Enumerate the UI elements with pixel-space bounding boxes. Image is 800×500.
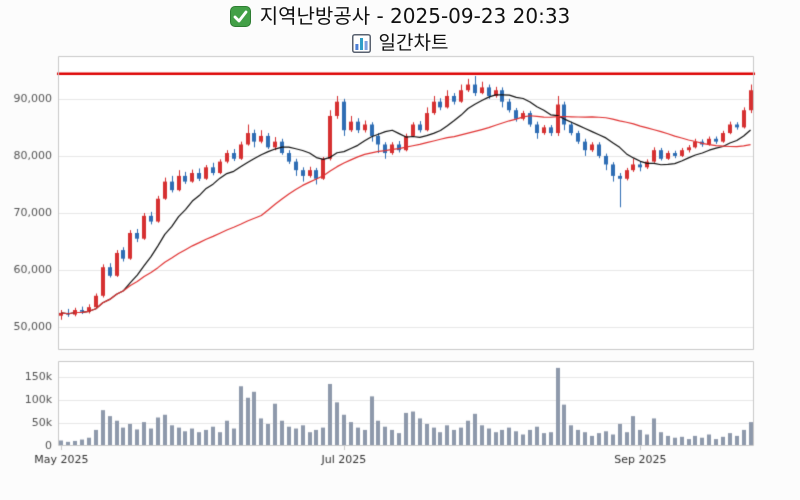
bar-chart-icon <box>351 33 371 53</box>
title-line: 지역난방공사 - 2025-09-23 20:33 <box>0 2 800 30</box>
price-volume-chart-canvas <box>0 54 800 494</box>
page-title: 지역난방공사 - 2025-09-23 20:33 <box>259 4 571 28</box>
subtitle-line: 일간차트 <box>0 30 800 56</box>
chart-header: 지역난방공사 - 2025-09-23 20:33 일간차트 <box>0 2 800 56</box>
checkbox-icon <box>229 5 251 27</box>
chart-subtitle: 일간차트 <box>378 32 449 54</box>
